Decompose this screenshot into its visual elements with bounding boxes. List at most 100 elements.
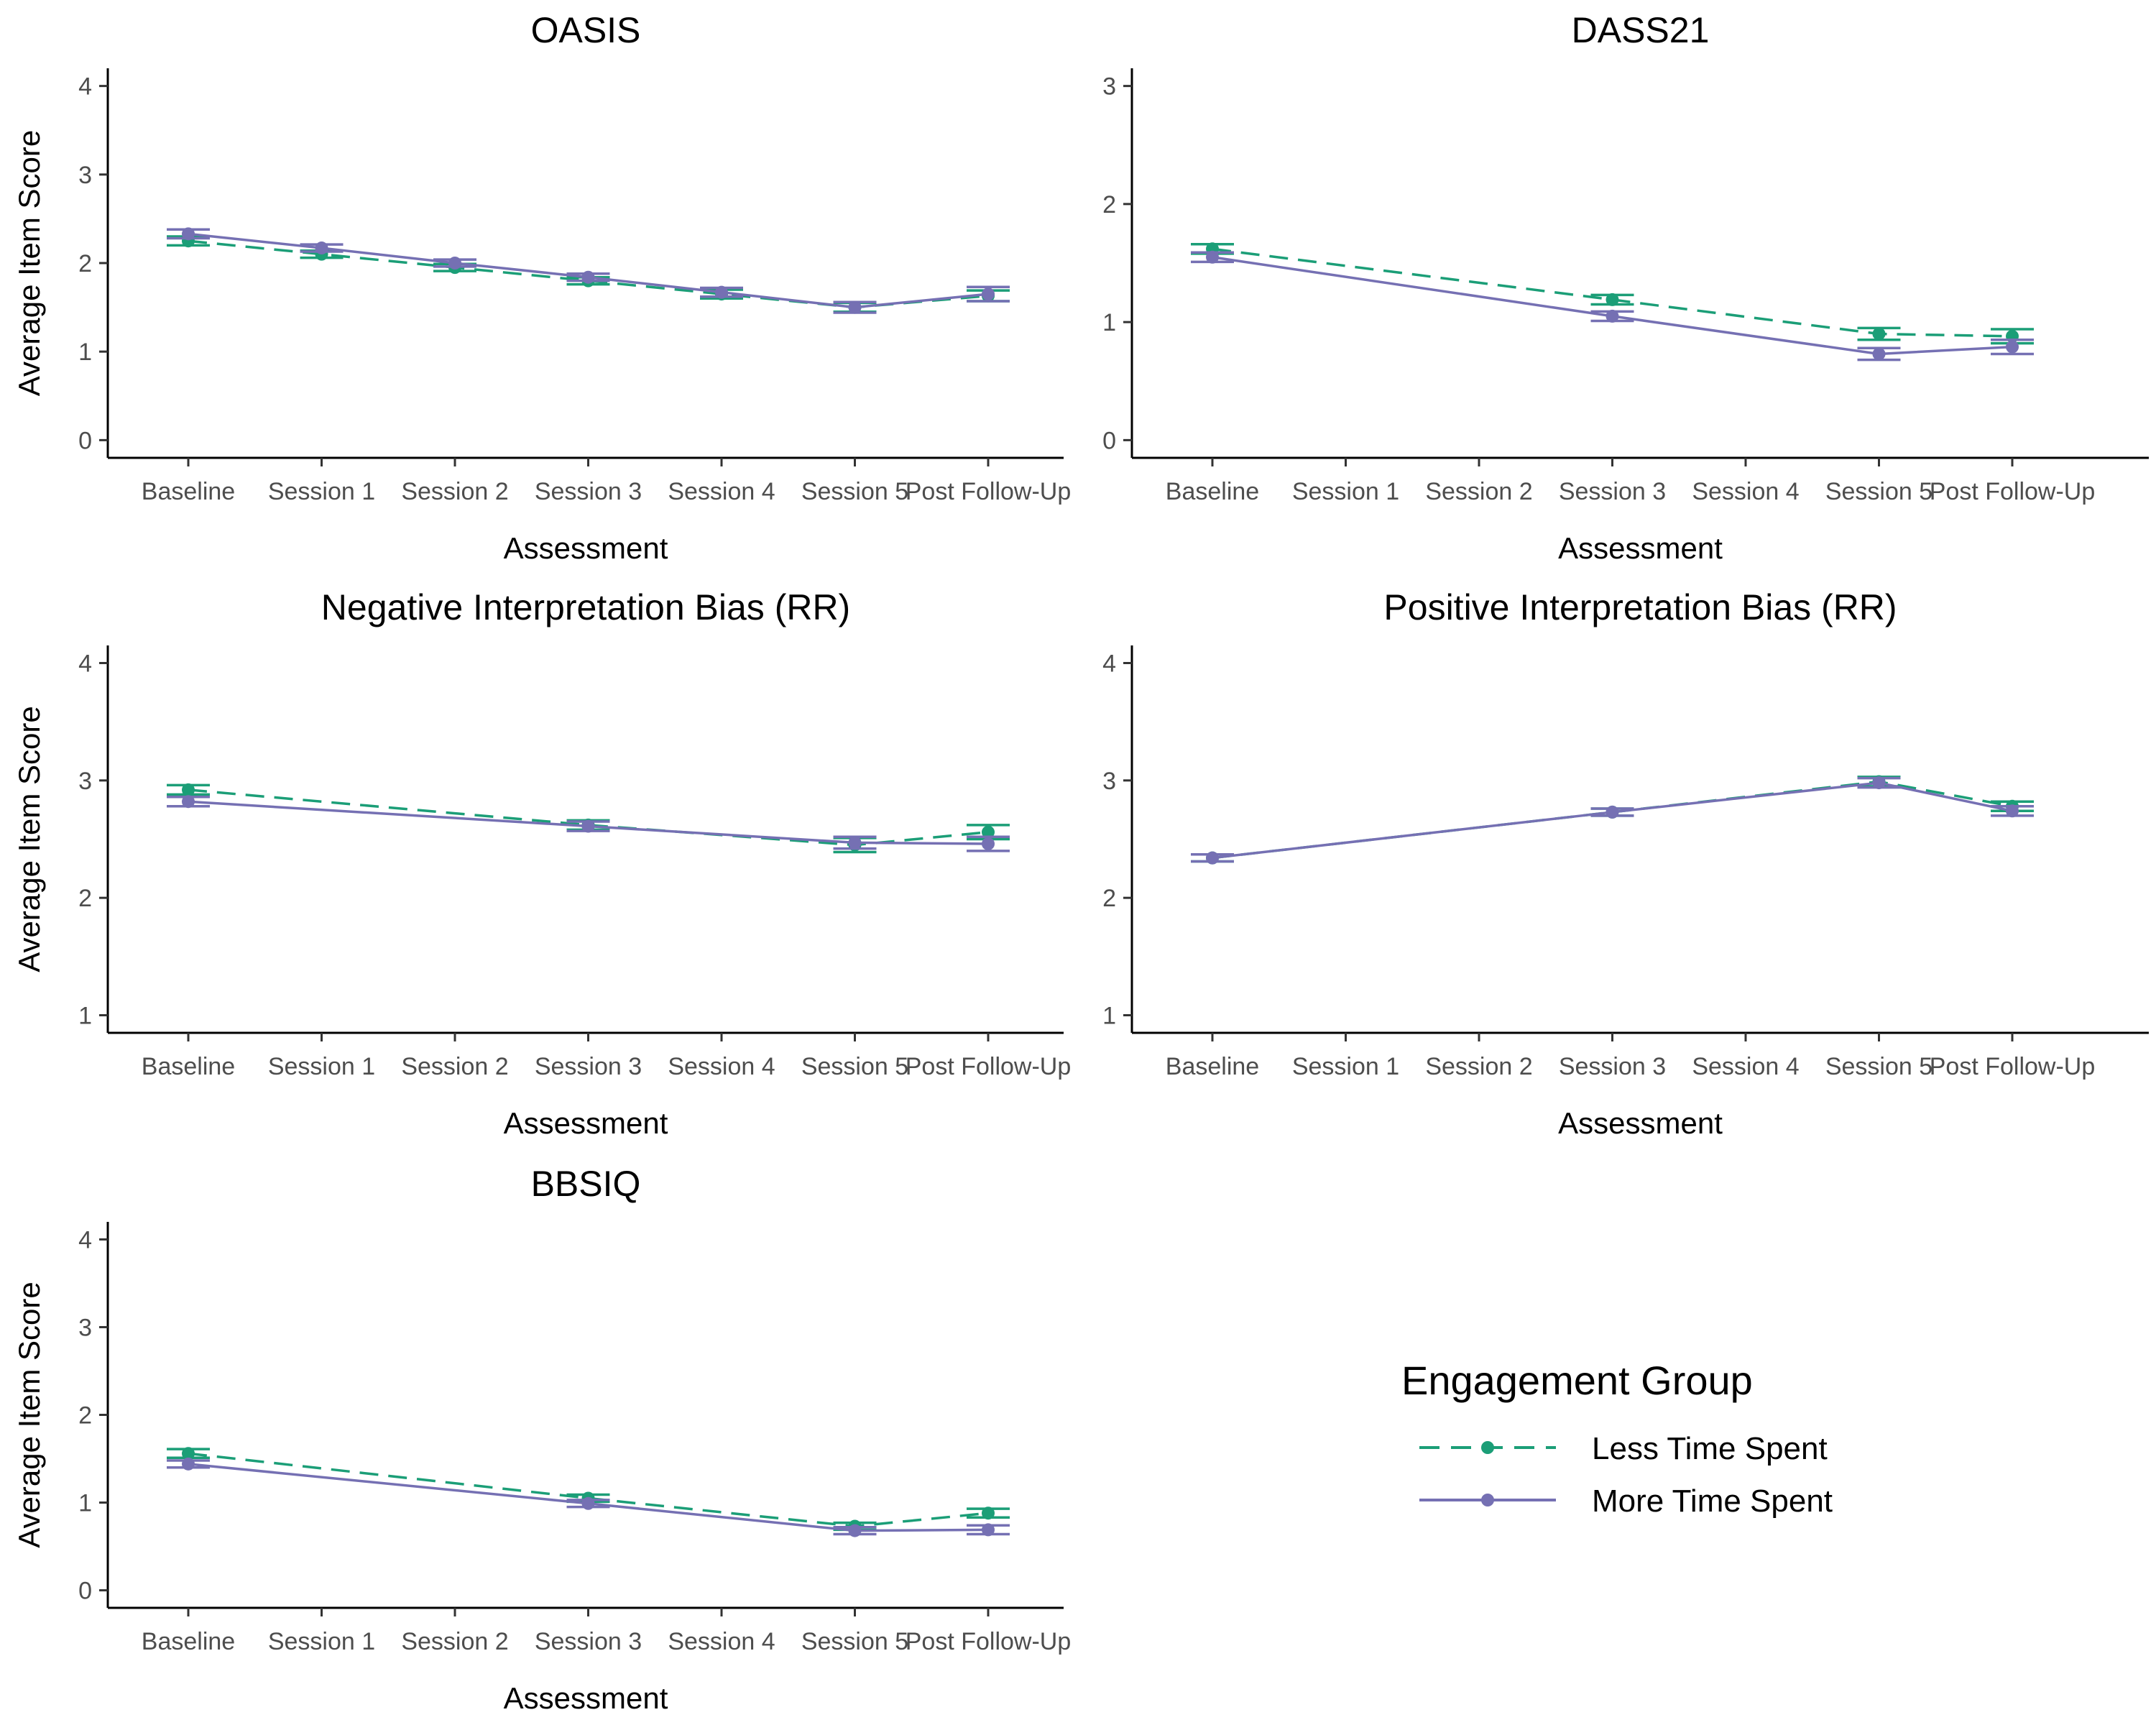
x-axis-title: Assessment [1558,531,1723,565]
legend-item-less-time-spent: Less Time Spent [1419,1431,1828,1466]
data-point [1606,309,1619,323]
y-tick-label: 1 [78,1490,92,1517]
y-tick-label: 2 [78,885,92,912]
x-tick-label: Baseline [142,478,235,505]
x-axis-title: Assessment [504,1106,668,1140]
series-more-time-spent [167,1457,1010,1537]
data-point [315,242,328,255]
panel-title: BBSIQ [531,1164,641,1204]
data-point [2006,340,2019,354]
y-tick-label: 3 [78,162,92,189]
y-axis-title: Average Item Score [12,130,46,396]
panel-title: Positive Interpretation Bias (RR) [1383,587,1897,627]
data-point [982,837,995,851]
series-line-more-time-spent [188,1463,989,1532]
x-axis-title: Assessment [504,1681,668,1715]
data-point [982,825,995,839]
x-tick-label: Session 1 [1292,478,1399,505]
y-axis-title: Average Item Score [12,706,46,972]
x-tick-label: Session 5 [1825,478,1932,505]
y-tick-label: 1 [78,339,92,366]
x-tick-label: Session 1 [268,1628,375,1655]
x-tick-label: Baseline [142,1053,235,1080]
y-tick-label: 0 [78,1578,92,1605]
data-point [1606,293,1619,306]
y-tick-label: 3 [78,768,92,795]
y-tick-label: 3 [1102,73,1116,101]
legend-key-point-more-time-spent [1481,1494,1494,1506]
x-tick-label: Baseline [142,1628,235,1655]
x-tick-label: Session 3 [535,1628,642,1655]
x-tick-label: Session 5 [801,1053,908,1080]
x-tick-label: Session 2 [1425,478,1532,505]
data-point [182,783,195,796]
series-more-time-spent [167,795,1010,852]
series-line-more-time-spent [188,800,989,845]
legend-key-point-less-time-spent [1481,1441,1494,1454]
data-point [982,1506,995,1520]
data-point [848,300,862,314]
x-tick-label: Post Follow-Up [906,1628,1072,1655]
data-point [182,795,195,809]
x-tick-label: Session 2 [401,1628,508,1655]
data-point [182,1447,195,1460]
panel-oasis: OASIS 0 1 2 3 4 Baseline Session 1 Session 2 Sess… [12,10,1071,565]
x-tick-label: Session 5 [801,478,908,505]
panels: OASIS 0 1 2 3 4 Baseline Session 1 Session 2 Sess… [12,10,2149,1715]
y-axis-title: Average Item Score [12,1282,46,1547]
data-point [182,227,195,241]
y-tick-label: 0 [78,427,92,454]
panel-title: DASS21 [1572,10,1710,50]
data-point [1872,347,1886,361]
series-line-more-time-spent [1212,781,2013,860]
panel-title: Negative Interpretation Bias (RR) [321,587,850,627]
legend-label-more-time-spent: More Time Spent [1592,1484,1833,1519]
series-less-time-spent [167,1447,1010,1533]
x-tick-label: Session 2 [401,478,508,505]
data-point [982,1523,995,1537]
data-point [1606,805,1619,819]
data-point [848,836,862,850]
x-tick-label: Post Follow-Up [906,478,1072,505]
legend-label-less-time-spent: Less Time Spent [1592,1431,1828,1466]
data-point [1872,776,1886,790]
x-tick-label: Session 3 [535,478,642,505]
x-tick-label: Post Follow-Up [1930,478,2096,505]
x-tick-label: Session 2 [401,1053,508,1080]
legend-item-more-time-spent: More Time Spent [1419,1484,1833,1519]
series-line-less-time-spent [1212,780,2013,860]
x-tick-label: Post Follow-Up [1930,1053,2096,1080]
x-axis-title: Assessment [504,531,668,565]
y-tick-label: 4 [78,1226,92,1254]
data-point [848,1524,862,1537]
data-point [448,257,461,270]
x-tick-label: Session 1 [268,478,375,505]
x-tick-label: Session 4 [668,478,775,505]
panel-title: OASIS [531,10,641,50]
x-tick-label: Session 4 [668,1628,775,1655]
data-point [2006,804,2019,818]
series-less-time-spent [1191,242,2034,345]
y-tick-label: 2 [1102,885,1116,912]
data-point [182,1457,195,1471]
y-tick-label: 2 [1102,191,1116,218]
series-line-more-time-spent [1212,256,2013,356]
x-tick-label: Session 1 [268,1053,375,1080]
x-tick-label: Session 3 [535,1053,642,1080]
y-tick-label: 1 [1102,1003,1116,1030]
x-tick-label: Session 3 [1559,1053,1666,1080]
x-tick-label: Session 4 [1692,478,1799,505]
y-tick-label: 1 [1102,309,1116,336]
panel-dass21: DASS21 0 1 2 3 Baseline Session 1 Session 2 Sess… [1102,10,2149,565]
data-point [581,1496,595,1510]
x-tick-label: Session 4 [1692,1053,1799,1080]
x-tick-label: Baseline [1166,1053,1259,1080]
y-tick-label: 0 [1102,427,1116,454]
y-tick-label: 2 [78,250,92,277]
x-tick-label: Session 1 [1292,1053,1399,1080]
series-line-less-time-spent [188,1452,989,1528]
x-axis-title: Assessment [1558,1106,1723,1140]
y-tick-label: 3 [78,1314,92,1341]
series-line-less-time-spent [1212,247,2013,338]
